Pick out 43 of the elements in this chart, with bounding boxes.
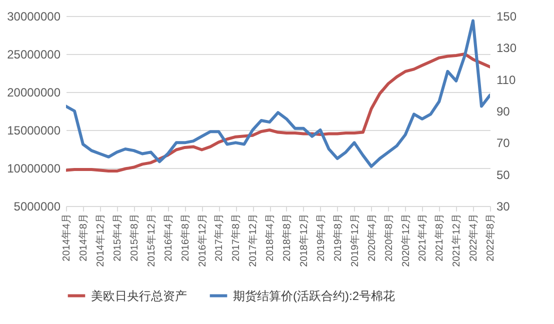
- x-tick-label: 2016年8月: [179, 214, 192, 262]
- x-tick-label: 2015年8月: [128, 214, 140, 262]
- x-tick-label: 2020年4月: [366, 214, 378, 262]
- x-tick-label: 2021年12月: [450, 214, 463, 267]
- x-tick-label: 2015年4月: [111, 214, 124, 262]
- x-tick-label: 2014年8月: [77, 214, 90, 262]
- y2-tick-label: 130: [496, 41, 517, 56]
- legend-label: 美欧日央行总资产: [91, 288, 187, 303]
- x-tick-label: 2019年12月: [348, 214, 361, 267]
- x-tick-label: 2019年8月: [332, 214, 344, 262]
- x-tick-label: 2022年4月: [468, 214, 480, 262]
- x-tick-label: 2022年8月: [484, 214, 496, 262]
- x-tick-label: 2019年4月: [314, 214, 327, 262]
- y-tick-label: 30000000: [7, 10, 61, 24]
- x-tick-label: 2018年12月: [298, 214, 310, 267]
- x-tick-label: 2015年12月: [145, 214, 158, 267]
- x-tick-label: 2021年8月: [434, 214, 446, 262]
- y-tick-label: 10000000: [7, 162, 61, 176]
- y2-tick-label: 50: [496, 168, 510, 182]
- x-tick-label: 2016年4月: [162, 214, 174, 262]
- x-tick-label: 2020年12月: [400, 214, 412, 267]
- y-tick-label: 15000000: [7, 124, 61, 138]
- legend-label: 期货结算价(活跃合约):2号棉花: [233, 288, 395, 303]
- x-tick-label: 2018年8月: [280, 214, 293, 262]
- x-tick-label: 2021年4月: [416, 214, 429, 262]
- y-tick-label: 20000000: [7, 86, 61, 100]
- line-series: [66, 52, 490, 173]
- y2-tick-label: 110: [496, 72, 516, 87]
- y2-tick-label: 150: [496, 10, 517, 24]
- y2-tick-label: 90: [496, 104, 510, 118]
- x-tick-label: 2020年8月: [382, 214, 395, 262]
- x-tick-label: 2017年12月: [247, 214, 260, 267]
- line-series: [66, 19, 490, 168]
- x-tick-label: 2018年4月: [264, 214, 276, 262]
- y-tick-label: 5000000: [14, 200, 61, 214]
- y2-tick-label: 30: [496, 200, 510, 214]
- x-tick-label: 2014年4月: [60, 214, 72, 262]
- x-tick-label: 2017年8月: [230, 214, 242, 262]
- x-tick-label: 2017年4月: [213, 214, 226, 262]
- x-tick-label: 2014年12月: [94, 214, 106, 267]
- y2-tick-label: 70: [496, 136, 510, 150]
- y-tick-label: 25000000: [7, 48, 61, 62]
- x-tick-label: 2016年12月: [196, 214, 208, 267]
